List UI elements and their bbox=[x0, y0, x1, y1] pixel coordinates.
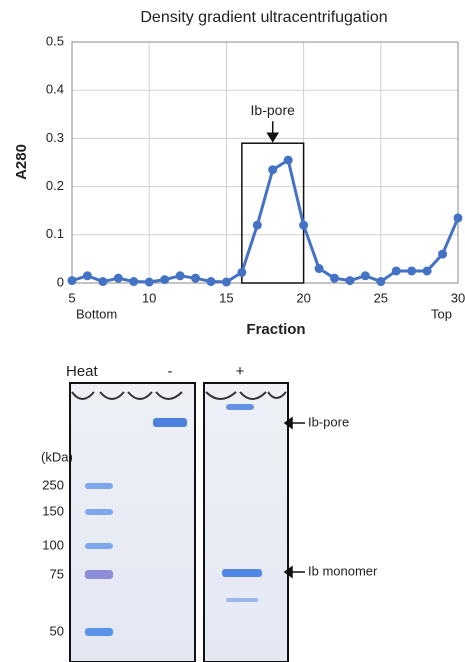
highlight-label: Ib-pore bbox=[251, 102, 296, 118]
data-point bbox=[268, 165, 277, 174]
lane-label: - bbox=[168, 363, 173, 380]
band-label: Ib monomer bbox=[308, 563, 378, 578]
data-point bbox=[253, 221, 262, 230]
x-end-label: Bottom bbox=[76, 306, 117, 321]
y-tick-label: 0.3 bbox=[46, 130, 64, 145]
y-tick-label: 0.1 bbox=[46, 226, 64, 241]
y-tick-label: 0 bbox=[57, 274, 64, 289]
data-point bbox=[376, 277, 385, 286]
data-point bbox=[361, 271, 370, 280]
gel-panel bbox=[204, 383, 288, 662]
plot-frame bbox=[72, 42, 458, 283]
highlight-box bbox=[242, 143, 304, 283]
data-line bbox=[72, 160, 458, 282]
data-point bbox=[438, 250, 447, 259]
data-point bbox=[68, 276, 77, 285]
y-tick-label: 0.4 bbox=[46, 82, 64, 97]
data-point bbox=[423, 266, 432, 275]
marker-label: 100 bbox=[42, 537, 64, 552]
data-point bbox=[160, 275, 169, 284]
data-point bbox=[114, 274, 123, 283]
band bbox=[222, 569, 262, 577]
band-label: Ib-pore bbox=[308, 414, 349, 429]
x-tick-label: 15 bbox=[219, 290, 233, 305]
data-point bbox=[330, 274, 339, 283]
data-point bbox=[284, 156, 293, 165]
data-point bbox=[145, 278, 154, 287]
x-tick-label: 30 bbox=[451, 290, 465, 305]
x-axis-label: Fraction bbox=[246, 321, 305, 338]
data-point bbox=[299, 221, 308, 230]
y-axis-label: A280 bbox=[13, 144, 30, 180]
x-end-label: Top bbox=[431, 306, 452, 321]
y-tick-label: 0.2 bbox=[46, 178, 64, 193]
data-point bbox=[237, 268, 246, 277]
gel bbox=[70, 383, 305, 662]
band bbox=[226, 598, 258, 602]
x-tick-label: 10 bbox=[142, 290, 156, 305]
data-point bbox=[83, 271, 92, 280]
lane-label: + bbox=[236, 363, 245, 380]
data-point bbox=[454, 213, 463, 222]
x-tick-label: 20 bbox=[296, 290, 310, 305]
data-point bbox=[206, 277, 215, 286]
x-tick-label: 5 bbox=[68, 290, 75, 305]
data-point bbox=[129, 277, 138, 286]
data-point bbox=[98, 277, 107, 286]
data-point bbox=[222, 278, 231, 287]
figure: Density gradient ultracentrifugation A28… bbox=[0, 0, 465, 662]
marker-label: 50 bbox=[50, 623, 64, 638]
heat-label: Heat bbox=[66, 363, 99, 380]
marker-label: 150 bbox=[42, 503, 64, 518]
y-tick-label: 0.5 bbox=[46, 33, 64, 48]
data-point bbox=[191, 274, 200, 283]
data-point bbox=[176, 271, 185, 280]
data-point bbox=[315, 264, 324, 273]
chart-title: Density gradient ultracentrifugation bbox=[140, 9, 387, 26]
data-point bbox=[392, 266, 401, 275]
marker-label: 75 bbox=[50, 566, 64, 581]
data-point bbox=[407, 266, 416, 275]
x-tick-label: 25 bbox=[374, 290, 388, 305]
unit-label: (kDa) bbox=[41, 449, 73, 464]
data-point bbox=[345, 276, 354, 285]
band bbox=[153, 418, 187, 427]
marker-label: 250 bbox=[42, 477, 64, 492]
band bbox=[226, 404, 254, 410]
